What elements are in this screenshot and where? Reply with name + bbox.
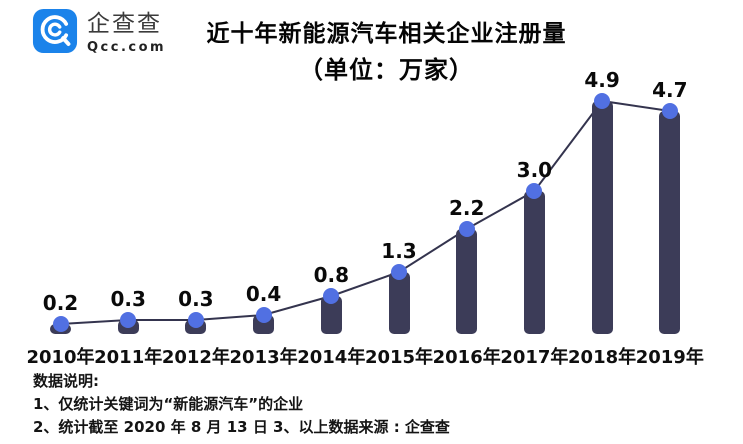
x-label-2018年: 2018年 [568, 347, 637, 368]
data-point-2016年 [458, 221, 475, 237]
bar-2019年 [659, 111, 681, 334]
title-block: 近十年新能源汽车相关企业注册量 （单位：万家） [30, 14, 743, 85]
value-label-2010年: 0.2 [42, 291, 79, 315]
bar-2014年 [320, 296, 342, 334]
data-point-2017年 [526, 183, 543, 199]
x-label-2012年: 2012年 [161, 347, 230, 368]
data-point-2012年 [187, 312, 204, 328]
x-label-2011年: 2011年 [94, 347, 163, 368]
data-point-2019年 [661, 103, 678, 119]
value-label-2015年: 1.3 [381, 239, 417, 263]
bar-2017年 [523, 191, 545, 334]
x-label-2017年: 2017年 [500, 347, 569, 368]
value-label-2012年: 0.3 [178, 287, 214, 311]
value-label-2018年: 4.9 [584, 68, 620, 92]
value-label-2014年: 0.8 [313, 263, 350, 287]
bar-2015年 [388, 272, 410, 334]
brand-domain: Qcc.com [87, 40, 167, 55]
bar-2018年 [591, 101, 613, 334]
notes-heading: 数据说明: [33, 372, 99, 390]
data-point-2015年 [391, 264, 407, 280]
brand-name: 企查查 [87, 11, 162, 37]
chart-unit-label: （单位：万家） [299, 56, 474, 84]
value-label-2016年: 2.2 [448, 196, 485, 220]
data-point-2011年 [120, 312, 137, 328]
value-label-2019年: 4.7 [652, 78, 688, 102]
note-line-2: 2、统计截至 2020 年 8 月 13 日 3、以上数据来源 : 企查查 [33, 418, 450, 436]
bar-2016年 [456, 229, 478, 334]
qcc-logo-icon [32, 8, 78, 54]
data-point-2018年 [594, 93, 611, 109]
value-label-2013年: 0.4 [245, 282, 282, 306]
data-point-2014年 [323, 288, 340, 304]
brand-text: 企查查 Qcc.com [87, 8, 166, 55]
x-label-2014年: 2014年 [297, 347, 366, 368]
x-label-2019年: 2019年 [635, 347, 704, 368]
brand-block: 企查查 Qcc.com [32, 8, 166, 55]
data-point-2010年 [52, 316, 69, 332]
x-label-2016年: 2016年 [432, 347, 501, 368]
x-label-2015年: 2015年 [364, 347, 434, 368]
note-line-1: 1、仅统计关键词为“新能源汽车”的企业 [33, 395, 304, 413]
notes-block: 数据说明: 1、仅统计关键词为“新能源汽车”的企业 2、统计截至 2020 年 … [33, 370, 450, 439]
x-label-2010年: 2010年 [26, 347, 95, 368]
value-label-2011年: 0.3 [110, 287, 146, 311]
data-point-2013年 [255, 307, 272, 323]
chart-title: 近十年新能源汽车相关企业注册量 [206, 21, 567, 47]
x-label-2013年: 2013年 [229, 347, 298, 368]
value-label-2017年: 3.0 [516, 158, 553, 182]
